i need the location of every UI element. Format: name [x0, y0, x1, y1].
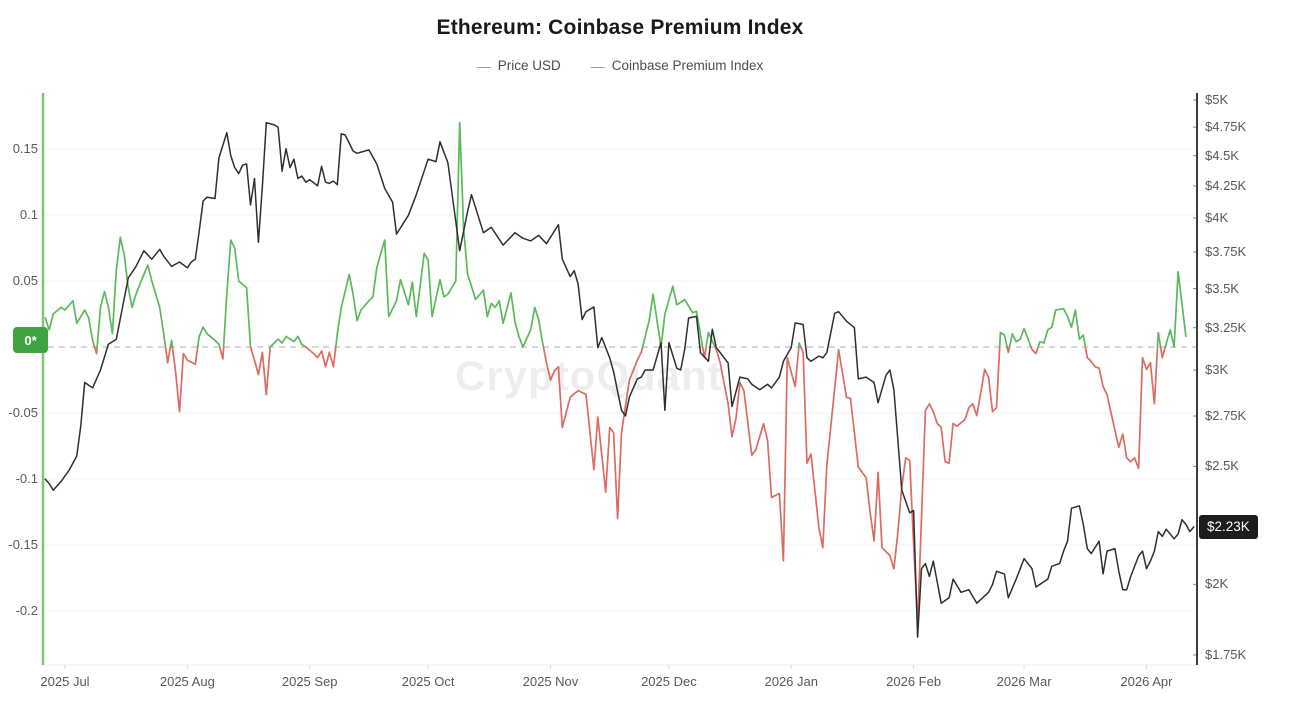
right-axis-tick-label: $4.5K — [1205, 147, 1239, 163]
x-axis-tick-label: 2025 Aug — [159, 674, 215, 689]
legend-item-price[interactable]: — Price USD — [477, 58, 561, 73]
legend-item-premium[interactable]: — Coinbase Premium Index — [591, 58, 764, 73]
legend: — Price USD — Coinbase Premium Index — [0, 58, 1240, 73]
right-axis-tick-label: $2.5K — [1205, 458, 1239, 474]
x-axis-tick-label: 2025 Sep — [281, 674, 338, 689]
premium-line-segment — [1084, 346, 1159, 470]
left-axis-tick-label: -0.15 — [8, 537, 38, 552]
premium-line-segment — [171, 346, 199, 413]
premium-line-segment — [164, 346, 172, 364]
right-axis-tick-label: $4.75K — [1205, 119, 1247, 135]
right-axis-tick-label: $4K — [1205, 209, 1229, 225]
premium-line-segment — [334, 121, 545, 348]
premium-line-segment — [269, 335, 307, 348]
chart-title: Ethereum: Coinbase Premium Index — [436, 16, 804, 39]
premium-line-segment — [169, 339, 174, 348]
left-axis-tick-label: -0.05 — [8, 405, 38, 420]
premium-line-segment — [1156, 331, 1162, 348]
premium-line-segment — [1037, 307, 1087, 348]
line-dash-icon: — — [476, 57, 491, 74]
premium-line-segment — [542, 346, 644, 520]
legend-label-price: Price USD — [497, 58, 561, 73]
premium-line-segment — [196, 326, 221, 348]
premium-line-segment — [222, 239, 252, 348]
line-dash-icon: — — [590, 57, 605, 74]
premium-line-segment — [1159, 346, 1167, 359]
right-axis-tick-label: $3.5K — [1205, 280, 1239, 296]
price-line — [44, 121, 1195, 638]
cryptoquant-watermark: CryptoQuant — [455, 352, 723, 399]
left-axis-tick-label: 0.05 — [12, 273, 38, 288]
x-axis-tick-label: 2026 Mar — [996, 674, 1052, 689]
premium-line-segment — [799, 346, 1001, 627]
premium-line-segment — [218, 346, 225, 360]
right-axis-tick-label: $3.75K — [1205, 244, 1247, 260]
left-axis-tick-label: -0.1 — [15, 471, 38, 486]
right-axis-tick-label: $3K — [1205, 362, 1229, 378]
left-axis-tick-label: -0.2 — [15, 603, 38, 618]
current-price-badge: $2.23K — [1199, 514, 1258, 539]
premium-line-segment — [249, 346, 272, 396]
premium-line-segment — [304, 346, 337, 368]
premium-line-segment — [998, 331, 1008, 348]
left-axis-tick-label: 0.15 — [12, 141, 38, 156]
premium-line-segment — [797, 342, 802, 348]
premium-line-segment — [93, 346, 98, 355]
premium-line-segment — [705, 331, 716, 348]
zero-badge: 0* — [13, 327, 48, 353]
right-axis-tick-label: $2.75K — [1205, 408, 1247, 424]
premium-line-segment — [1006, 346, 1011, 354]
x-axis-tick-label: 2025 Oct — [401, 674, 455, 689]
x-axis-tick-label: 2025 Nov — [522, 674, 579, 689]
right-axis-tick-label: $1.75K — [1205, 646, 1247, 662]
x-axis-tick-label: 2026 Feb — [886, 674, 942, 689]
left-axis-tick-label: 0.1 — [19, 207, 38, 222]
x-axis-tick-label: 2026 Apr — [1120, 674, 1173, 689]
premium-line-segment — [714, 346, 800, 562]
x-axis-tick-label: 2025 Jul — [40, 674, 90, 689]
right-axis-tick-label: $4.25K — [1205, 177, 1247, 193]
right-axis-tick-label: $3.25K — [1205, 319, 1247, 335]
x-axis-tick-label: 2025 Dec — [641, 674, 697, 689]
premium-line-segment — [1164, 270, 1187, 348]
premium-line-segment — [96, 236, 167, 348]
premium-line-segment — [641, 285, 704, 348]
legend-label-premium: Coinbase Premium Index — [611, 58, 764, 73]
right-axis-tick-label: $5K — [1205, 92, 1229, 107]
right-axis-tick-label: $2K — [1205, 576, 1229, 592]
premium-line-segment — [1008, 327, 1032, 348]
premium-line-segment — [44, 299, 96, 348]
x-axis-tick-label: 2026 Jan — [764, 674, 818, 689]
premium-line-segment — [1030, 346, 1040, 355]
